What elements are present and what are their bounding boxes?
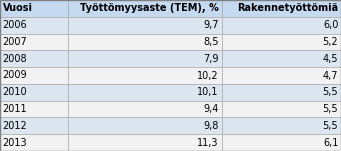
- Bar: [0, 50, 68, 67]
- Text: 5,2: 5,2: [323, 37, 338, 47]
- Text: 2009: 2009: [3, 71, 27, 80]
- Bar: [0, 34, 68, 50]
- Text: 2007: 2007: [3, 37, 28, 47]
- Text: 8,5: 8,5: [204, 37, 219, 47]
- Bar: [0, 67, 68, 84]
- Bar: [68, 50, 222, 67]
- Bar: [222, 117, 341, 134]
- Bar: [0, 101, 68, 117]
- Bar: [222, 134, 341, 151]
- Text: 9,4: 9,4: [204, 104, 219, 114]
- Text: 9,7: 9,7: [204, 20, 219, 30]
- Text: 10,2: 10,2: [197, 71, 219, 80]
- Text: 2010: 2010: [3, 87, 27, 97]
- Text: 5,5: 5,5: [323, 87, 338, 97]
- Bar: [222, 0, 341, 17]
- Text: Rakennetyöttömiä: Rakennetyöttömiä: [237, 3, 338, 13]
- Bar: [68, 34, 222, 50]
- Text: 2011: 2011: [3, 104, 27, 114]
- Text: 2008: 2008: [3, 54, 27, 64]
- Bar: [222, 84, 341, 101]
- Text: 6,1: 6,1: [323, 138, 338, 148]
- Text: 2006: 2006: [3, 20, 27, 30]
- Text: 10,1: 10,1: [197, 87, 219, 97]
- Bar: [68, 134, 222, 151]
- Text: 2012: 2012: [3, 121, 28, 131]
- Bar: [222, 50, 341, 67]
- Bar: [68, 84, 222, 101]
- Bar: [0, 17, 68, 34]
- Text: 11,3: 11,3: [197, 138, 219, 148]
- Text: 7,9: 7,9: [204, 54, 219, 64]
- Bar: [0, 134, 68, 151]
- Bar: [68, 0, 222, 17]
- Text: 2013: 2013: [3, 138, 27, 148]
- Bar: [222, 67, 341, 84]
- Text: 4,7: 4,7: [323, 71, 338, 80]
- Bar: [68, 67, 222, 84]
- Bar: [222, 17, 341, 34]
- Text: 5,5: 5,5: [323, 121, 338, 131]
- Text: 4,5: 4,5: [323, 54, 338, 64]
- Bar: [222, 34, 341, 50]
- Bar: [0, 0, 68, 17]
- Bar: [222, 101, 341, 117]
- Bar: [68, 101, 222, 117]
- Bar: [68, 17, 222, 34]
- Text: 6,0: 6,0: [323, 20, 338, 30]
- Text: Työttömyysaste (TEM), %: Työttömyysaste (TEM), %: [80, 3, 219, 13]
- Text: Vuosi: Vuosi: [3, 3, 33, 13]
- Bar: [0, 117, 68, 134]
- Bar: [0, 84, 68, 101]
- Text: 9,8: 9,8: [204, 121, 219, 131]
- Text: 5,5: 5,5: [323, 104, 338, 114]
- Bar: [68, 117, 222, 134]
